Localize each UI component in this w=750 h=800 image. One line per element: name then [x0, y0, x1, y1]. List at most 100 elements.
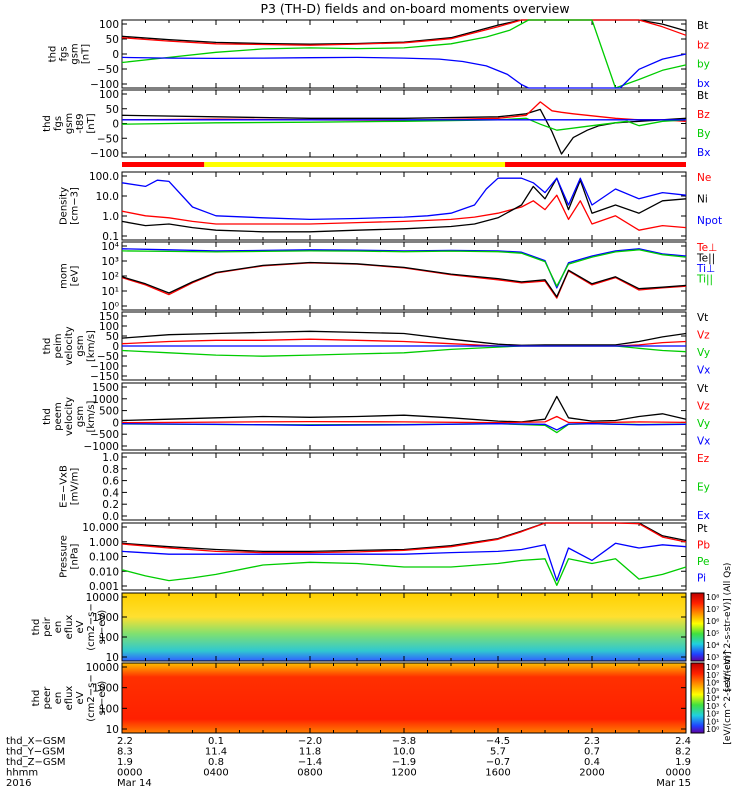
y-axis-label: eflux	[64, 686, 75, 711]
y-axis-label: E=−VxB	[59, 465, 70, 508]
colorbar-tick-label: 10³	[706, 702, 719, 711]
y-axis-label: [km/s]	[86, 400, 97, 432]
series-line-Bt	[121, 108, 687, 155]
ephemeris-value: 10.0	[393, 747, 415, 758]
ephemeris-value: 2.4	[675, 736, 691, 747]
ephemeris-value: 0.7	[584, 747, 600, 758]
series-line-Vx	[121, 423, 687, 431]
legend-entry: Ne	[697, 172, 711, 184]
ephemeris-row-label: hhmm	[6, 768, 38, 779]
ephemeris-value: 1.9	[675, 757, 691, 768]
y-axis-label: [km/s]	[86, 330, 97, 362]
y-tick-label: −150	[90, 371, 119, 383]
ephemeris-value: 2.3	[584, 736, 600, 747]
series-line-Vt	[121, 395, 687, 423]
legend-entry: By	[697, 128, 710, 140]
y-tick-label: 10000	[86, 662, 119, 674]
panel-7: 1.00.80.60.40.20.0 E=−VxB [mV/m] Ez Ey Ex	[59, 452, 710, 523]
colorbar-tick-label: 10⁴	[706, 641, 719, 650]
series-line-Vz	[121, 415, 687, 424]
y-axis-label: -t89	[75, 113, 86, 133]
series-line-Vy	[121, 345, 687, 357]
y-axis-label: velocity	[64, 397, 75, 436]
y-tick-label: 1500	[92, 382, 119, 394]
colorbar-tick-label: 10⁸	[706, 593, 719, 602]
y-tick-label: 10.0	[96, 191, 119, 203]
y-tick-label: 0	[112, 49, 119, 61]
legend-entry: Te||	[696, 253, 715, 265]
panel-frame	[121, 522, 687, 591]
legend-entry: Vx	[697, 365, 710, 377]
ephemeris-value: −3.8	[392, 736, 416, 747]
legend-entry: Pb	[697, 540, 710, 552]
colorbar	[690, 592, 705, 662]
spectrogram	[122, 663, 686, 733]
y-tick-label: −100	[90, 79, 119, 91]
y-axis-label: sr−eV)	[97, 681, 108, 716]
y-axis-label: [nPa]	[70, 543, 81, 569]
legend-entry: Vt	[697, 312, 708, 324]
ephemeris-value: −4.5	[486, 736, 510, 747]
ephemeris-value: 8.3	[117, 747, 133, 758]
colorbar	[690, 662, 705, 734]
series-line-bz	[121, 19, 687, 46]
y-axis-label: eV	[75, 691, 86, 704]
colorbar-tick-label: 10⁸	[706, 663, 719, 672]
legend-entry: Vt	[697, 383, 708, 395]
series-line-Ne	[121, 194, 687, 231]
ephemeris-value: 0.8	[208, 757, 224, 768]
y-axis-label: [mV/m]	[70, 468, 81, 506]
legend-entry: Te⊥	[696, 242, 717, 254]
legend-entry: bz	[697, 39, 710, 51]
y-axis-label: thd	[42, 408, 53, 425]
legend-entry: Ez	[697, 453, 710, 465]
y-tick-label: 10	[106, 724, 119, 736]
y-tick-label: 1000	[92, 683, 119, 695]
ephemeris-value: 11.4	[205, 747, 227, 758]
panel-frame	[121, 452, 687, 521]
ephemeris-value: 1200	[391, 768, 416, 779]
y-axis-label: [nT]	[86, 113, 97, 133]
ephemeris-value: 8.2	[675, 747, 691, 758]
legend-entry: Npot	[697, 215, 722, 227]
y-axis-label: thd	[42, 115, 53, 132]
y-tick-label: −1000	[83, 441, 119, 453]
series-line-Ni	[121, 177, 687, 233]
panel-3: 100.0 10.0 1.0 0.1 Density [cm−3] Ne Ni Npot	[59, 171, 723, 243]
y-tick-label: 500	[99, 406, 119, 418]
y-axis-label: gsm	[75, 335, 86, 356]
series-line-Te⊥	[121, 262, 687, 299]
y-tick-label: 10000	[86, 592, 119, 604]
y-tick-label: 0.010	[89, 566, 119, 578]
y-axis-label: en	[53, 692, 64, 705]
y-axis-label: [eV]	[70, 266, 81, 287]
colorbar-tick-label: 10²	[706, 710, 719, 719]
colorbar-tick-label: 10⁷	[706, 605, 719, 614]
legend-entry: Bx	[697, 147, 710, 159]
legend-entry: Pt	[697, 523, 707, 535]
ephemeris-value: 0.1	[208, 736, 224, 747]
series-line-Vt	[121, 330, 687, 346]
y-tick-label: 10³	[101, 256, 119, 268]
y-tick-label: 1000	[92, 612, 119, 624]
ephemeris-value: −1.9	[392, 757, 416, 768]
panel-4: 10⁴ 10³ 10² 10¹ 10⁰ mom [eV] Te⊥Te||Ti⊥Ti||	[59, 241, 718, 313]
y-tick-label: 1.000	[89, 537, 119, 549]
y-tick-label: 0.1	[102, 231, 119, 243]
y-tick-label: 10⁴	[101, 241, 119, 253]
y-tick-label: −500	[90, 429, 119, 441]
y-axis-label: thd	[31, 619, 42, 636]
y-axis-label: gsm	[75, 406, 86, 427]
y-axis-label: fgs	[59, 46, 70, 61]
ephemeris-value: −2.0	[298, 736, 322, 747]
panel-2: 100 50 0 −50 −100 thd fgs gsm -t89 [nT] Bt Bz By Bx	[42, 89, 710, 160]
legend-entry: Ti⊥	[696, 263, 715, 275]
ephemeris-value: Mar 14	[117, 778, 152, 789]
y-tick-label: 0.100	[89, 552, 119, 564]
legend-entry: Vx	[697, 436, 710, 448]
ephemeris-value: −1.4	[298, 757, 322, 768]
y-tick-label: 10.000	[82, 522, 119, 534]
